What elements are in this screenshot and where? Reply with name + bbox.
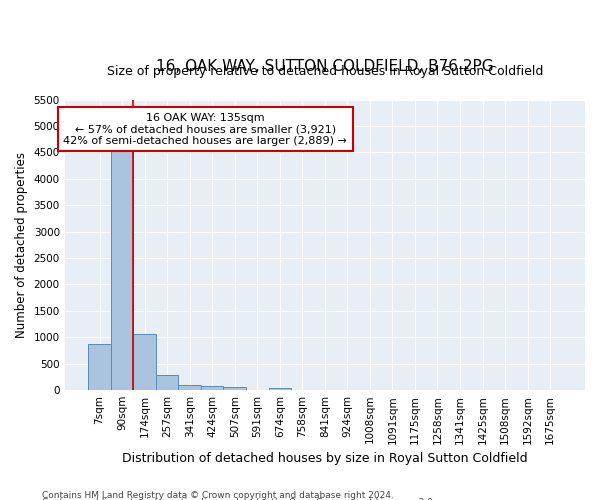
Text: 16 OAK WAY: 135sqm
← 57% of detached houses are smaller (3,921)
42% of semi-deta: 16 OAK WAY: 135sqm ← 57% of detached hou…	[63, 112, 347, 146]
Text: 16, OAK WAY, SUTTON COLDFIELD, B76 2PG: 16, OAK WAY, SUTTON COLDFIELD, B76 2PG	[156, 58, 494, 74]
Y-axis label: Number of detached properties: Number of detached properties	[15, 152, 28, 338]
Bar	[111, 150, 133, 390]
Bar	[156, 375, 178, 390]
Bar	[201, 386, 223, 390]
Bar	[178, 386, 201, 390]
Bar	[223, 387, 246, 390]
Bar	[269, 388, 291, 390]
Text: Contains public sector information licensed under the Open Government Licence v3: Contains public sector information licen…	[42, 498, 436, 500]
Title: Size of property relative to detached houses in Royal Sutton Coldfield: Size of property relative to detached ho…	[107, 64, 543, 78]
Bar	[133, 334, 156, 390]
X-axis label: Distribution of detached houses by size in Royal Sutton Coldfield: Distribution of detached houses by size …	[122, 452, 527, 465]
Text: Contains HM Land Registry data © Crown copyright and database right 2024.: Contains HM Land Registry data © Crown c…	[42, 490, 394, 500]
Bar	[88, 344, 111, 390]
